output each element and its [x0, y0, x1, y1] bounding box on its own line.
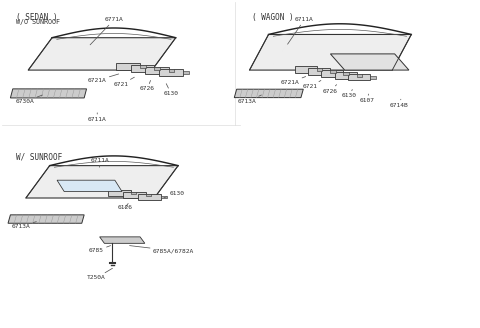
Text: ( WAGON ): ( WAGON )	[252, 13, 294, 22]
Polygon shape	[140, 65, 146, 68]
Polygon shape	[138, 194, 161, 200]
Polygon shape	[116, 63, 140, 70]
Polygon shape	[250, 34, 411, 70]
Text: 6713A: 6713A	[12, 222, 36, 229]
Polygon shape	[343, 72, 349, 75]
Text: 6130: 6130	[164, 191, 185, 198]
Polygon shape	[234, 89, 303, 98]
Text: 6714B: 6714B	[390, 99, 409, 108]
Text: W/O SUNROOF: W/O SUNROOF	[16, 19, 60, 25]
Polygon shape	[155, 67, 160, 70]
Polygon shape	[108, 190, 131, 196]
Text: ( SEDAN ): ( SEDAN )	[16, 13, 58, 22]
Text: 6713A: 6713A	[238, 95, 262, 104]
Text: 6711A: 6711A	[288, 17, 313, 44]
Polygon shape	[100, 237, 145, 243]
Text: 6726: 6726	[323, 85, 338, 93]
Text: 6711A: 6711A	[88, 113, 107, 122]
Text: 6130: 6130	[164, 84, 179, 96]
Polygon shape	[11, 89, 86, 98]
Polygon shape	[168, 69, 174, 72]
Polygon shape	[8, 215, 84, 223]
Polygon shape	[57, 180, 122, 192]
Text: 6726: 6726	[140, 80, 155, 92]
Polygon shape	[146, 194, 152, 196]
Text: 6711A: 6711A	[90, 158, 109, 167]
Polygon shape	[131, 65, 155, 72]
Polygon shape	[330, 54, 409, 70]
Text: 6126: 6126	[117, 203, 132, 210]
Polygon shape	[357, 74, 362, 76]
Text: 6130: 6130	[342, 90, 357, 98]
Polygon shape	[26, 166, 178, 198]
Polygon shape	[161, 196, 167, 198]
Polygon shape	[131, 192, 136, 195]
Text: 6785A/6782A: 6785A/6782A	[130, 246, 194, 253]
Polygon shape	[183, 71, 189, 74]
Text: 6730A: 6730A	[15, 95, 43, 104]
Text: 6721A: 6721A	[281, 76, 306, 85]
Text: 6721: 6721	[303, 80, 321, 90]
Text: 6785: 6785	[89, 246, 110, 253]
Polygon shape	[330, 70, 336, 73]
Polygon shape	[322, 70, 343, 76]
Text: W/ SUNROOF: W/ SUNROOF	[16, 153, 62, 162]
Text: 6721A: 6721A	[88, 74, 119, 83]
Text: 6107: 6107	[360, 94, 375, 103]
Polygon shape	[145, 67, 168, 74]
Polygon shape	[308, 68, 330, 75]
Polygon shape	[28, 38, 176, 70]
Text: 6771A: 6771A	[90, 17, 123, 45]
Polygon shape	[159, 69, 183, 76]
Polygon shape	[317, 68, 322, 71]
Text: T250A: T250A	[87, 268, 112, 280]
Polygon shape	[335, 72, 357, 78]
Polygon shape	[123, 192, 146, 198]
Polygon shape	[370, 76, 376, 78]
Text: 6721: 6721	[114, 77, 134, 87]
Polygon shape	[295, 66, 317, 73]
Polygon shape	[348, 74, 370, 80]
